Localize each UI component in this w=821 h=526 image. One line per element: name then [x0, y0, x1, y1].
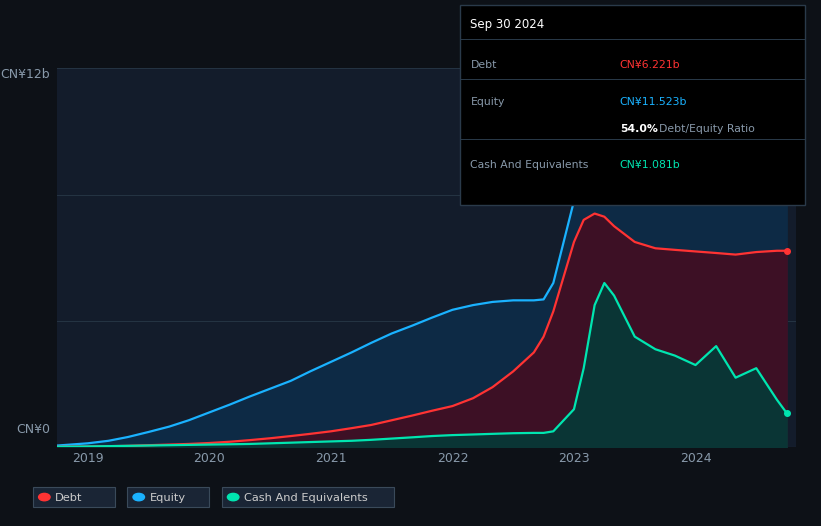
Text: Sep 30 2024: Sep 30 2024 [470, 18, 544, 32]
Text: Equity: Equity [470, 97, 505, 107]
Text: CN¥12b: CN¥12b [1, 68, 50, 82]
Text: Debt: Debt [470, 60, 497, 70]
Text: Cash And Equivalents: Cash And Equivalents [244, 493, 368, 503]
Text: Debt/Equity Ratio: Debt/Equity Ratio [659, 124, 755, 134]
Text: Debt: Debt [55, 493, 82, 503]
Text: 54.0%: 54.0% [620, 124, 658, 134]
Text: Cash And Equivalents: Cash And Equivalents [470, 160, 589, 170]
Text: CN¥6.221b: CN¥6.221b [620, 60, 681, 70]
Text: Equity: Equity [149, 493, 186, 503]
Text: CN¥0: CN¥0 [16, 423, 50, 436]
Text: CN¥1.081b: CN¥1.081b [620, 160, 681, 170]
Text: CN¥11.523b: CN¥11.523b [620, 97, 687, 107]
